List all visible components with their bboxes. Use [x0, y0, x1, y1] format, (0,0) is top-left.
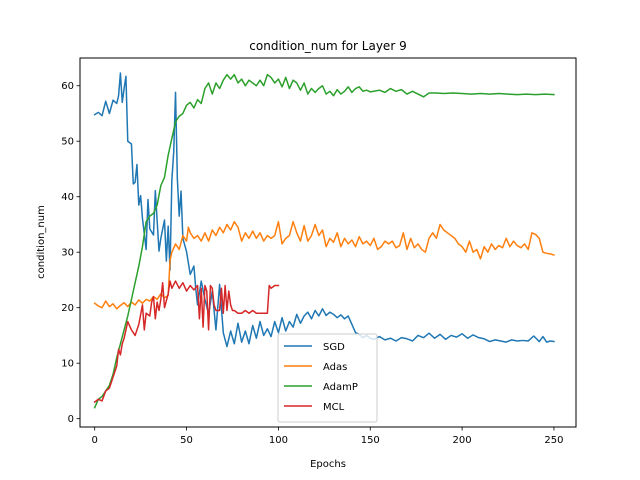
- x-tick-label: 250: [544, 435, 563, 446]
- y-tick-label: 0: [68, 414, 74, 425]
- series-layer: [93, 72, 555, 409]
- series-line-adamp: [93, 73, 555, 409]
- y-tick-label: 30: [61, 248, 74, 259]
- plot-frame: [79, 57, 577, 428]
- y-axis-label: condition_num: [36, 205, 47, 279]
- series-line-mcl: [93, 280, 280, 404]
- legend: SGD Adas AdamP MCL: [277, 333, 378, 423]
- y-tick-label: 20: [61, 303, 74, 314]
- x-tick-label: 100: [269, 435, 288, 446]
- y-axis: 0 10 20 30 40 50 60: [61, 81, 80, 425]
- legend-label-mcl: MCL: [323, 402, 345, 413]
- x-axis-label: Epochs: [310, 459, 346, 470]
- y-tick-label: 10: [61, 359, 74, 370]
- chart-title: condition_num for Layer 9: [249, 39, 406, 53]
- legend-label-adamp: AdamP: [323, 382, 358, 393]
- x-tick-label: 50: [180, 435, 193, 446]
- x-tick-label: 200: [453, 435, 472, 446]
- legend-label-adas: Adas: [323, 362, 347, 373]
- y-tick-label: 50: [61, 137, 74, 148]
- legend-box: [277, 333, 378, 423]
- x-tick-label: 150: [361, 435, 380, 446]
- legend-label-sgd: SGD: [323, 342, 345, 353]
- series-line-adas: [93, 220, 555, 310]
- y-tick-label: 40: [61, 192, 74, 203]
- x-axis: 0 50 100 150 200 250: [92, 427, 564, 446]
- series-line-sgd: [93, 72, 555, 348]
- x-tick-label: 0: [92, 435, 98, 446]
- y-tick-label: 60: [61, 81, 74, 92]
